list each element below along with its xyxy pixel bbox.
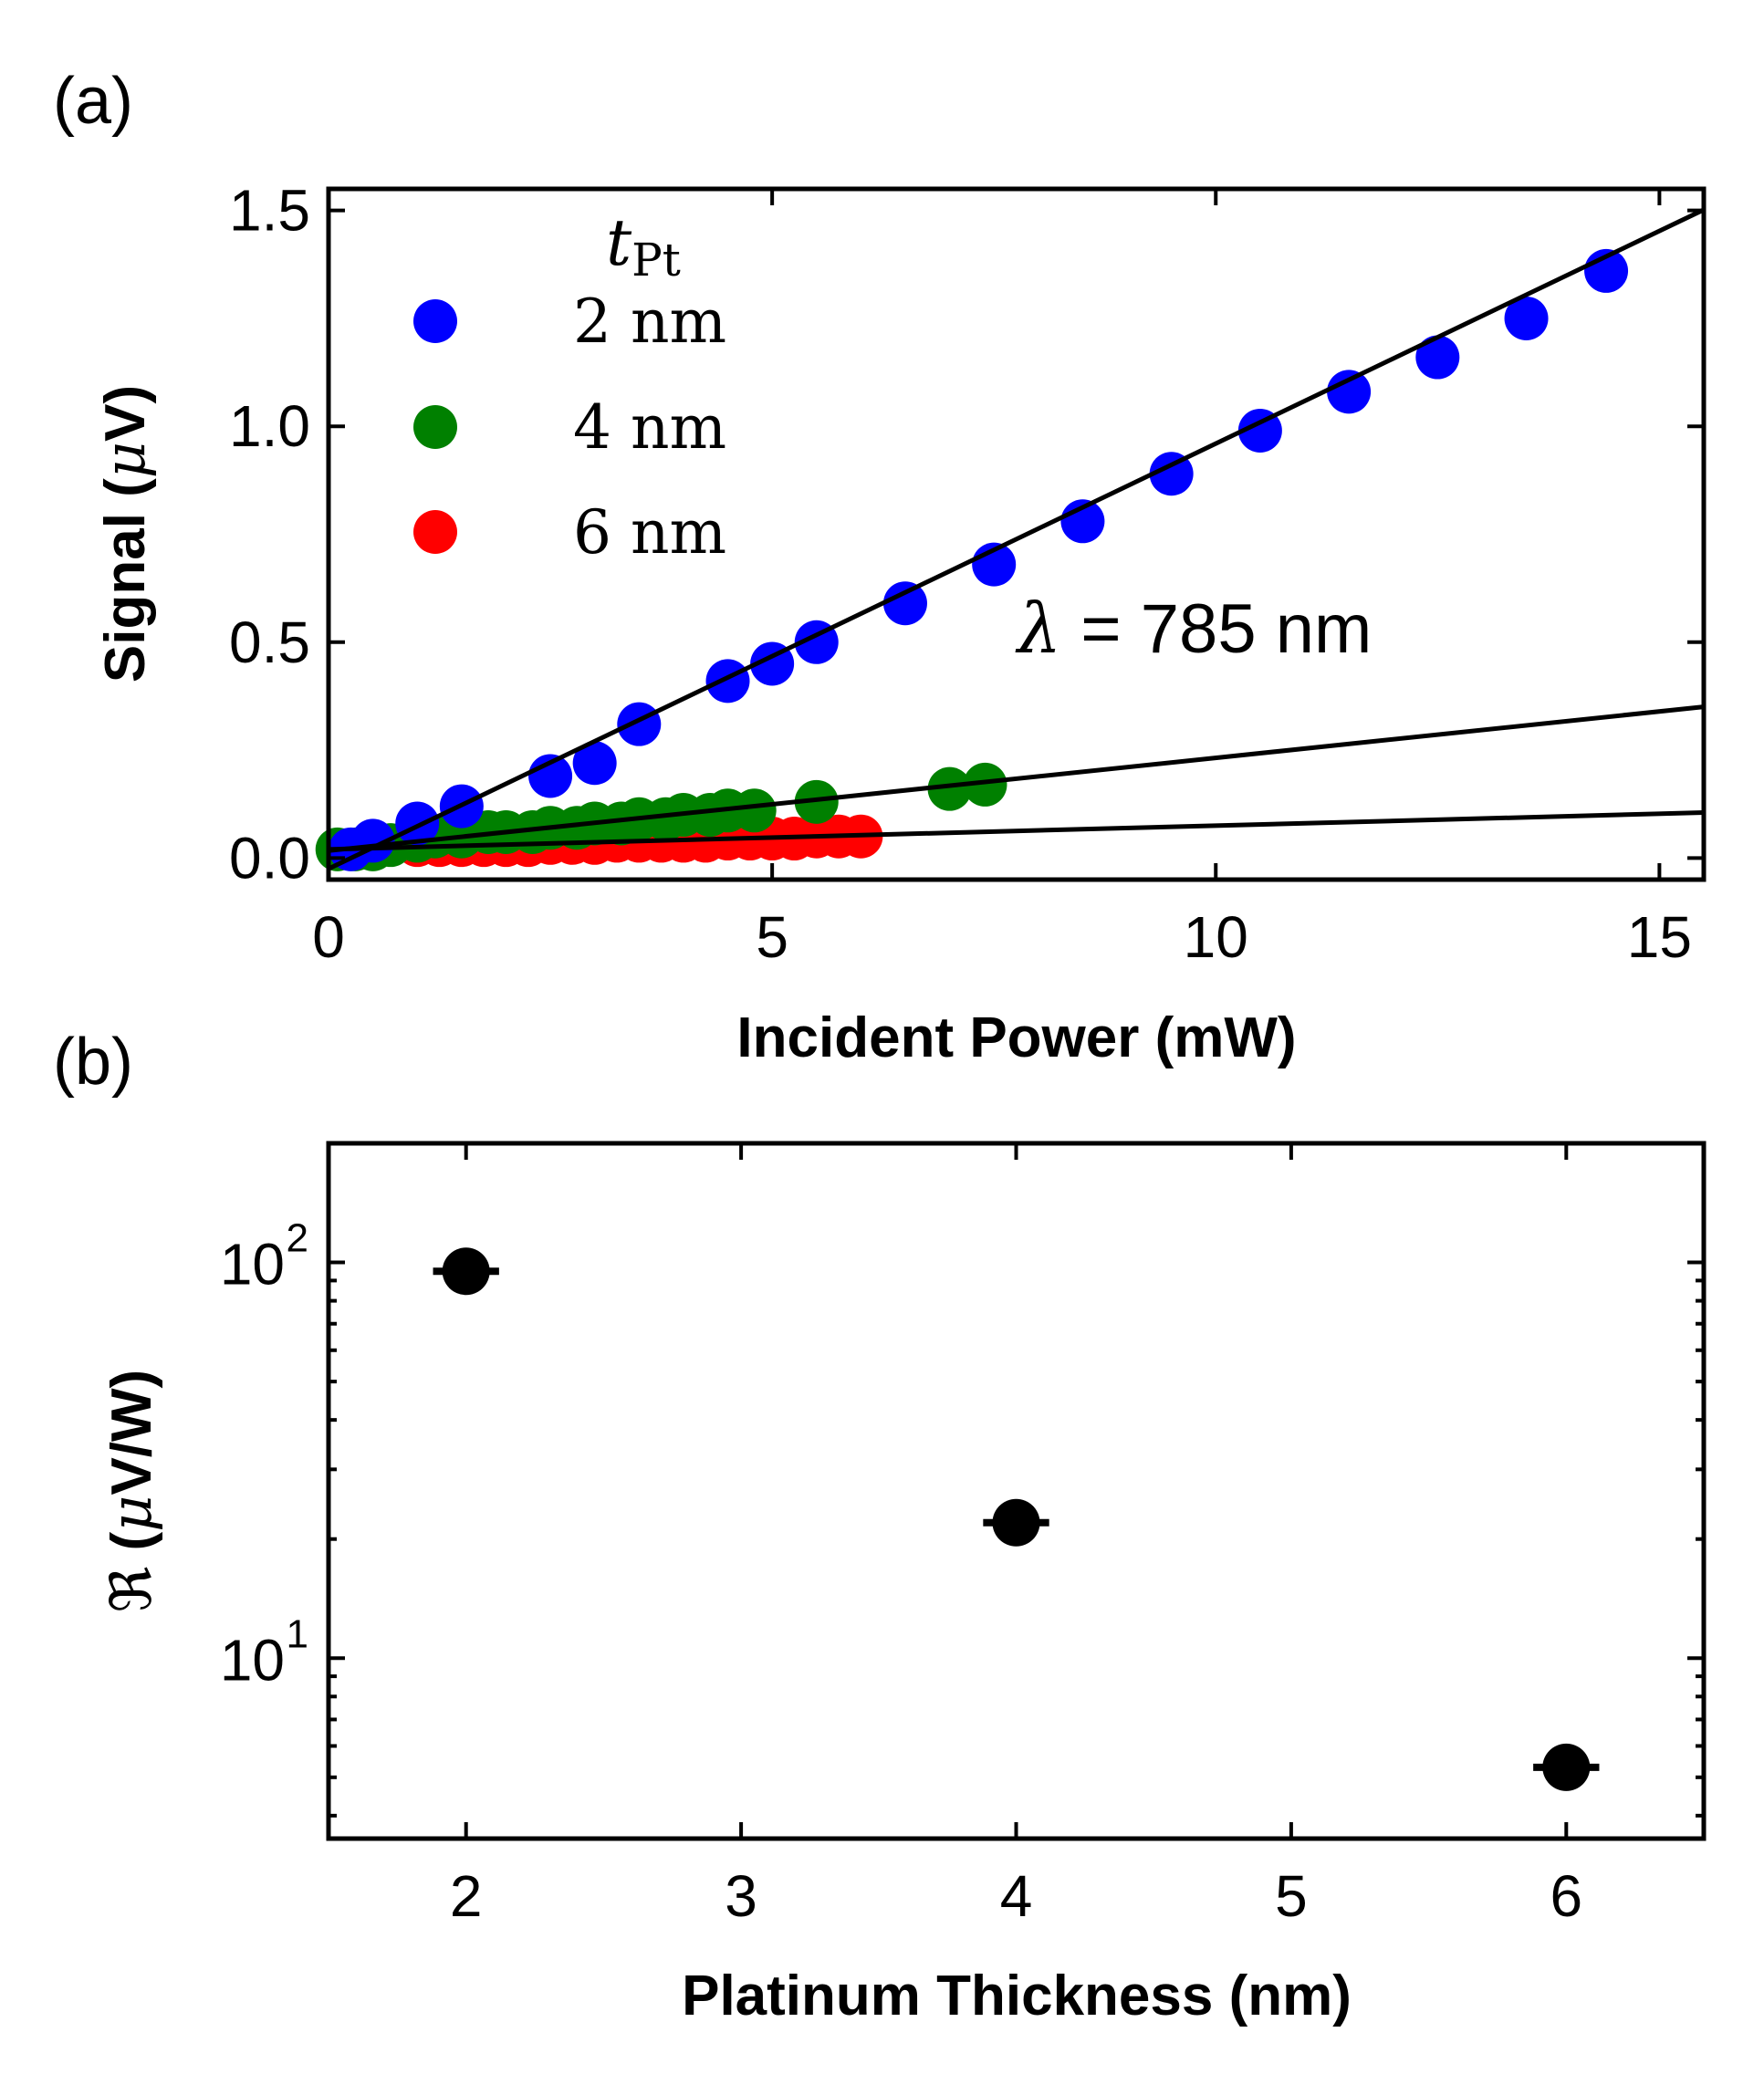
- panel-a-tick-labels: 0 5 10 15 0.0 0.5 1.0 1.5: [229, 178, 1692, 970]
- point-2nm-5: [572, 741, 617, 786]
- x-tick-label: 5: [756, 904, 788, 970]
- panel-b-ylabel: ℜ (μV/W): [98, 1370, 164, 1612]
- panel-a-marks: [315, 207, 1706, 871]
- point-2nm-10: [882, 581, 927, 626]
- x-tick-label: 6: [1550, 1863, 1583, 1929]
- point-responsivity-1: [992, 1498, 1040, 1547]
- point-2nm-4: [528, 754, 573, 798]
- panel-a-xlabel: Incident Power (mW): [736, 1006, 1296, 1069]
- fit-line-2nm: [327, 207, 1706, 871]
- fit-line-6nm: [328, 810, 1705, 852]
- wavelength-annotation: λ = 785 nm: [1015, 588, 1372, 669]
- legend-marker-2nm: [413, 299, 457, 343]
- panel-a-label: (a): [53, 65, 133, 138]
- panel-a-chart: 0 5 10 15 0.0 0.5 1.0 1.5 Incident Power (mW) S…: [91, 178, 1707, 1069]
- legend-marker-4nm: [413, 405, 457, 449]
- y-tick-label: 0.5: [229, 610, 310, 675]
- x-tick-label: 4: [1000, 1863, 1033, 1929]
- panel-b-marks: [433, 1247, 1600, 1791]
- x-tick-label: 3: [725, 1863, 757, 1929]
- point-4nm-21: [927, 766, 972, 811]
- panel-b-frame: [326, 1141, 1707, 1841]
- point-2nm-17: [1504, 296, 1549, 340]
- panel-a-frame: [326, 186, 1707, 882]
- point-responsivity-2: [1542, 1743, 1591, 1791]
- panel-b-label: (b): [53, 1026, 133, 1099]
- x-tick-label: 0: [312, 904, 345, 970]
- panel-a-ylabel: Signal (μV): [91, 385, 158, 683]
- y-tick-label-base: 10: [220, 1627, 285, 1693]
- point-4nm-22: [963, 762, 1007, 807]
- legend-title: tPt: [606, 205, 681, 287]
- y-tick-label: 10: [220, 1627, 285, 1693]
- point-2nm-6: [617, 702, 662, 746]
- point-2nm-7: [705, 659, 750, 704]
- panel-b-xlabel: Platinum Thickness (nm): [682, 1965, 1352, 2027]
- y-tick-label: 10: [220, 1232, 285, 1298]
- legend-label-2nm: 2 nm: [573, 287, 726, 357]
- point-2nm-2: [395, 801, 440, 846]
- legend-label-6nm: 6 nm: [573, 497, 726, 568]
- y-tick-label: 0.0: [229, 825, 310, 891]
- point-responsivity-0: [442, 1247, 490, 1296]
- point-2nm-13: [1149, 452, 1194, 496]
- y-tick-label-exponent: 1: [287, 1611, 308, 1656]
- y-tick-label: 1.0: [229, 393, 310, 459]
- point-4nm-19: [732, 788, 777, 833]
- point-2nm-16: [1415, 335, 1460, 380]
- panel-b-ticks: [329, 1141, 1704, 1839]
- legend-marker-6nm: [413, 510, 457, 554]
- panel-a-legend: tPt 2 nm 4 nm 6 nm: [413, 205, 726, 568]
- y-tick-label-exponent: 2: [287, 1216, 308, 1261]
- x-tick-label: 15: [1627, 904, 1692, 970]
- fit-line-4nm: [328, 704, 1705, 853]
- panel-a-ticks: [327, 189, 1704, 880]
- point-2nm-14: [1237, 408, 1282, 453]
- y-tick-label: 1.5: [229, 178, 310, 244]
- legend-label-4nm: 4 nm: [573, 392, 726, 463]
- x-tick-label: 10: [1184, 904, 1248, 970]
- x-tick-label: 5: [1275, 1863, 1308, 1929]
- point-2nm-15: [1327, 370, 1372, 414]
- x-tick-label: 2: [450, 1863, 483, 1929]
- y-tick-label-base: 10: [220, 1232, 285, 1298]
